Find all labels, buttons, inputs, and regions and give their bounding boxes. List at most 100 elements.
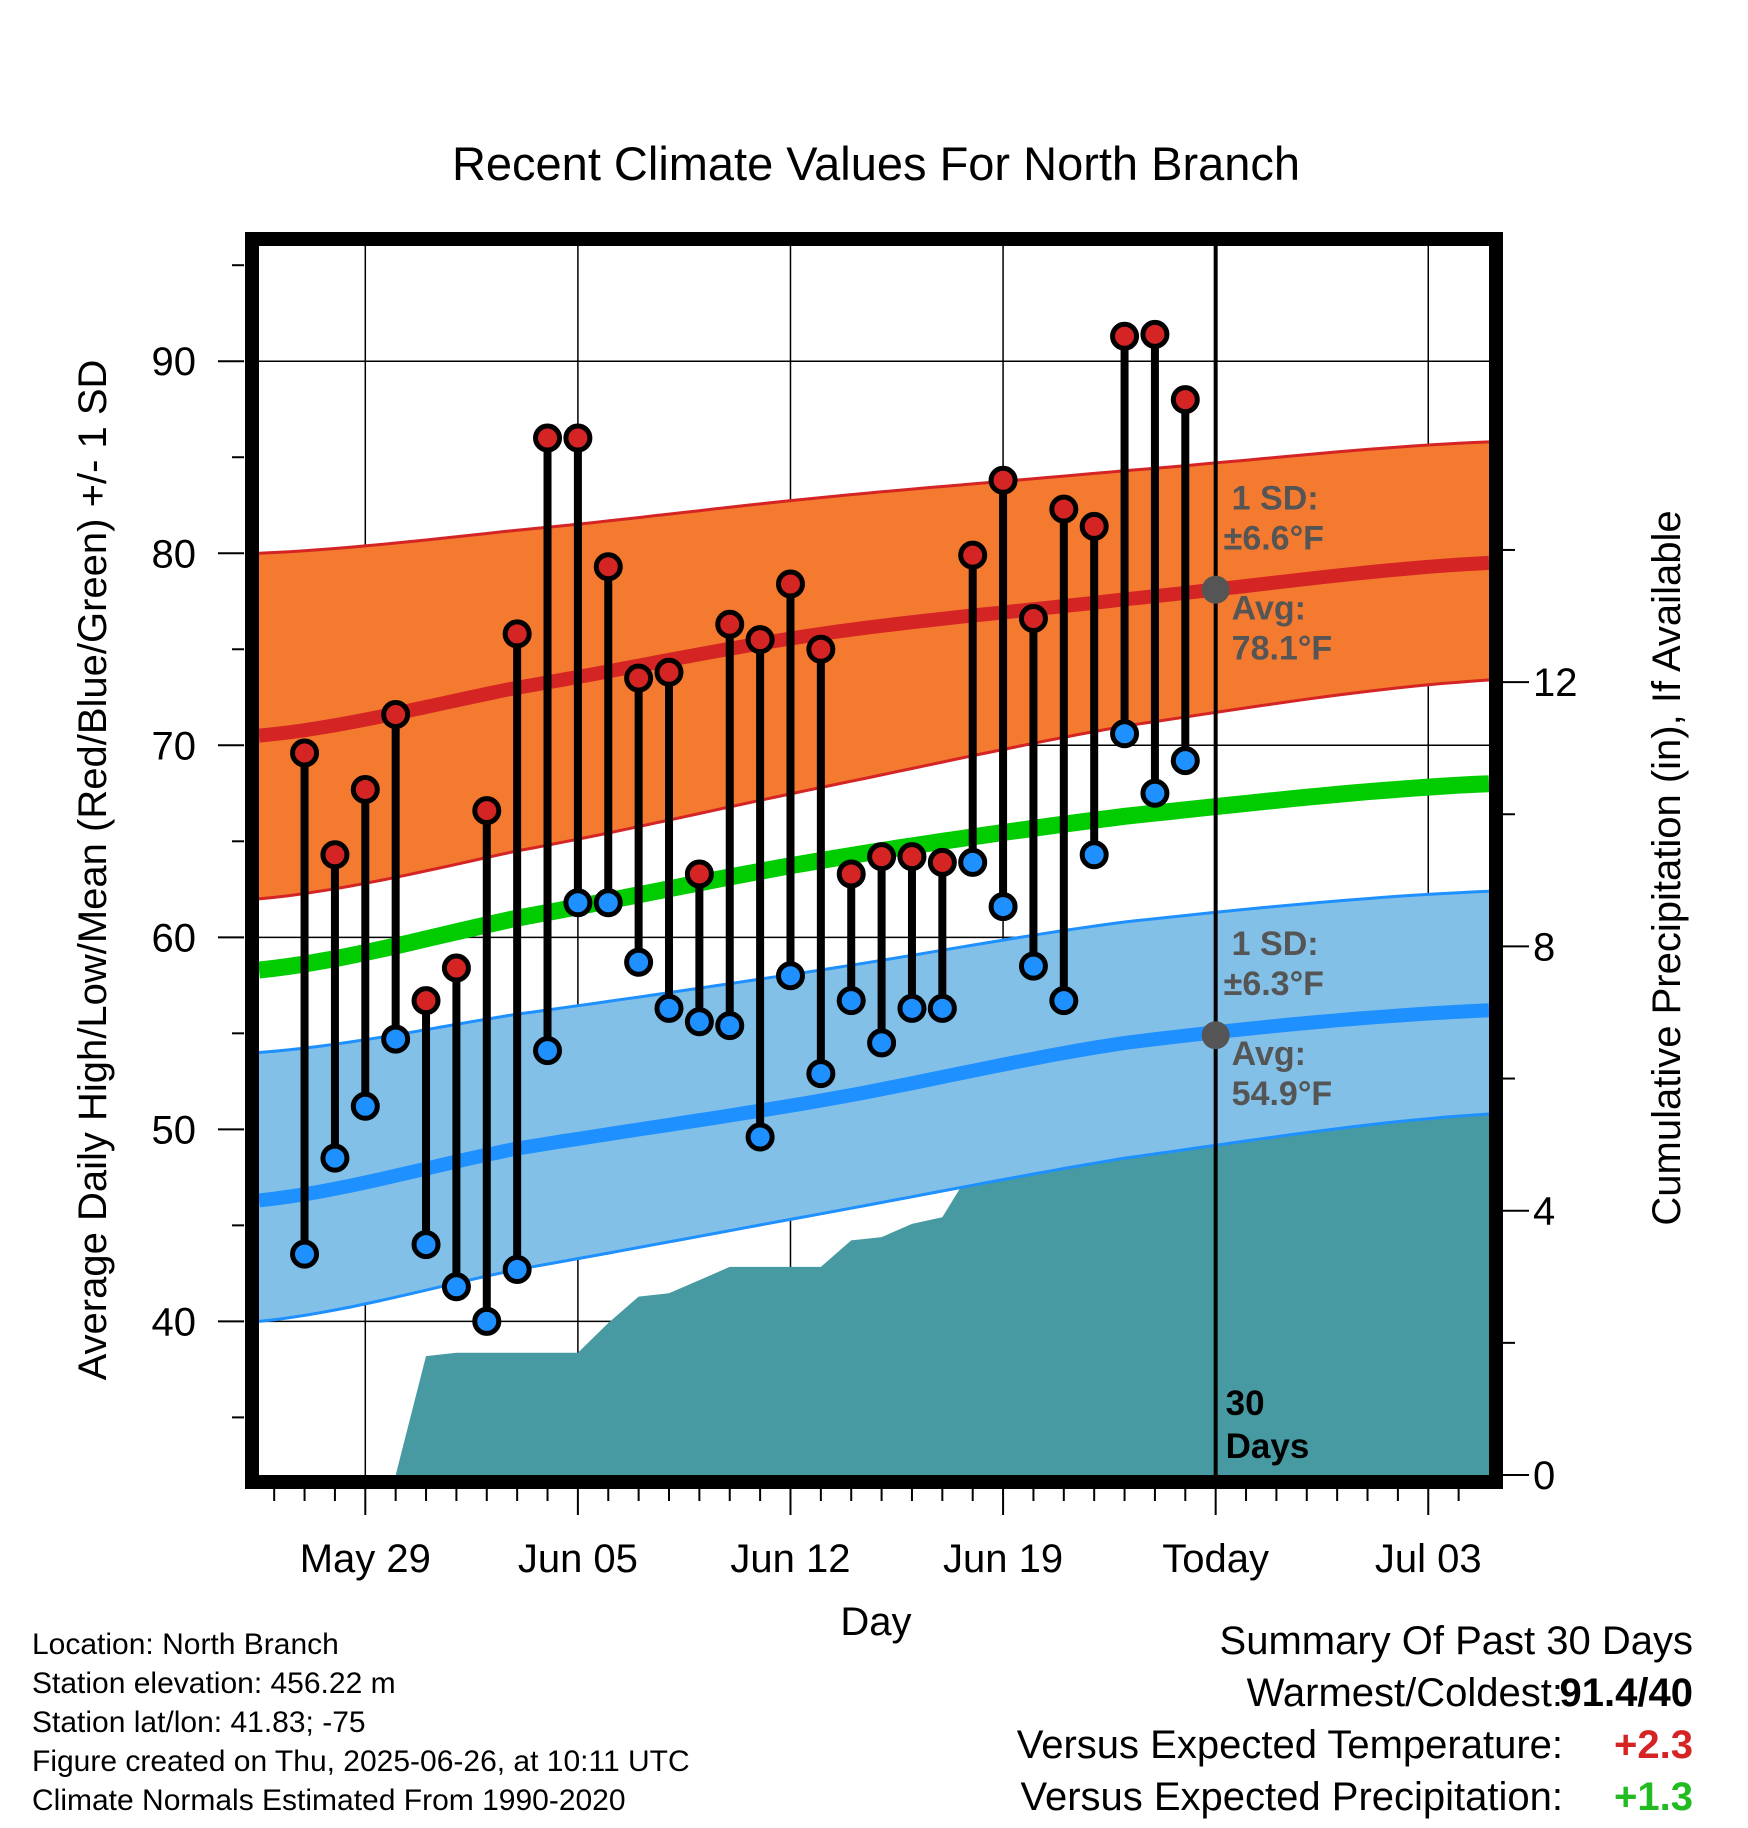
y-tick-label: 60 xyxy=(152,916,197,960)
daily-high-point xyxy=(472,796,502,826)
location-text: Location: North Branch xyxy=(32,1628,339,1661)
daily-high-point xyxy=(654,657,684,687)
daily-high-point xyxy=(1140,319,1170,349)
daily-high-point xyxy=(533,423,563,453)
daily-low-point xyxy=(867,1028,897,1058)
summary-precip-row: Versus Expected Precipitation: +1.3 xyxy=(900,1771,1693,1823)
precip-area xyxy=(304,1085,1489,1475)
daily-high-point xyxy=(350,774,380,804)
precip-value: +1.3 xyxy=(1614,1775,1693,1819)
y-tick-label: 50 xyxy=(152,1108,197,1152)
daily-low-point xyxy=(320,1143,350,1173)
daily-high-point xyxy=(441,953,471,983)
x-tick-label: Jun 05 xyxy=(518,1537,638,1581)
daily-low-point xyxy=(745,1122,775,1152)
x-tick-label: Jun 19 xyxy=(943,1537,1063,1581)
daily-high-point xyxy=(775,569,805,599)
daily-high-point xyxy=(502,619,532,649)
normals-text: Climate Normals Estimated From 1990-2020 xyxy=(32,1784,626,1817)
x-tick-label: May 29 xyxy=(300,1537,431,1581)
daily-high-point xyxy=(897,842,927,872)
summary-warmest-row: Warmest/Coldest: 91.4/40 xyxy=(900,1667,1693,1719)
daily-high-point xyxy=(927,847,957,877)
y2-tick-label: 8 xyxy=(1533,925,1555,969)
low-avg-label: Avg: xyxy=(1232,1035,1306,1073)
high-sd-lower-line xyxy=(259,678,1489,901)
daily-low-point xyxy=(411,1230,441,1260)
daily-low-point xyxy=(1170,746,1200,776)
daily-high-point xyxy=(1170,385,1200,415)
low-sd-value: ±6.3°F xyxy=(1224,965,1324,1003)
daily-high-point xyxy=(624,663,654,693)
daily-low-point xyxy=(1110,719,1140,749)
today-days-label-2: Days xyxy=(1226,1427,1310,1466)
daily-high-point xyxy=(563,423,593,453)
daily-high-point xyxy=(836,859,866,889)
daily-low-point xyxy=(715,1011,745,1041)
daily-low-point xyxy=(1079,840,1109,870)
daily-low-point xyxy=(472,1306,502,1336)
daily-low-point xyxy=(988,892,1018,922)
daily-high-point xyxy=(806,634,836,664)
y-tick-label: 40 xyxy=(152,1300,197,1344)
daily-high-point xyxy=(1018,604,1048,634)
daily-low-point xyxy=(775,961,805,991)
daily-low-point xyxy=(563,888,593,918)
daily-low-point xyxy=(806,1059,836,1089)
created-text: Figure created on Thu, 2025-06-26, at 10… xyxy=(32,1745,690,1778)
daily-high-point xyxy=(593,552,623,582)
low-avg-value: 54.9°F xyxy=(1232,1075,1333,1113)
y2-tick-label: 4 xyxy=(1533,1190,1555,1234)
daily-high-point xyxy=(411,986,441,1016)
warmest-label: Warmest/Coldest: xyxy=(1246,1671,1563,1715)
daily-low-point xyxy=(624,947,654,977)
daily-high-point xyxy=(745,625,775,655)
daily-low-point xyxy=(350,1091,380,1121)
x-axis-label: Day xyxy=(840,1600,911,1644)
y-axis-label: Average Daily High/Low/Mean (Red/Blue/Gr… xyxy=(71,360,115,1381)
station-info: Location: North Branch Station elevation… xyxy=(32,1625,690,1820)
daily-low-point xyxy=(1140,778,1170,808)
summary-title: Summary Of Past 30 Days xyxy=(1219,1619,1693,1663)
y-tick-label: 80 xyxy=(152,532,197,576)
daily-low-point xyxy=(381,1024,411,1054)
y2-axis-label: Cumulative Precipitation (in), If Availa… xyxy=(1645,510,1689,1225)
daily-high-point xyxy=(684,859,714,889)
low-sd-band xyxy=(259,891,1489,1322)
daily-high-point xyxy=(381,700,411,730)
daily-low-point xyxy=(533,1036,563,1066)
daily-low-point xyxy=(836,986,866,1016)
daily-high-point xyxy=(988,465,1018,495)
low-sd-upper-line xyxy=(259,889,1489,1054)
plot-frame xyxy=(245,232,1503,1489)
daily-high-point xyxy=(867,842,897,872)
y-tick-label: 70 xyxy=(152,724,197,768)
daily-high-point xyxy=(1110,321,1140,351)
daily-high-point xyxy=(715,609,745,639)
elevation-text: Station elevation: 456.22 m xyxy=(32,1667,396,1700)
daily-low-point xyxy=(654,993,684,1023)
summary-panel: Summary Of Past 30 Days Warmest/Coldest:… xyxy=(900,1615,1693,1823)
x-tick-label: Jul 03 xyxy=(1375,1537,1482,1581)
warmest-value: 91.4/40 xyxy=(1559,1671,1693,1715)
daily-high-point xyxy=(1049,494,1079,524)
y2-tick-label: 12 xyxy=(1533,661,1578,705)
daily-high-point xyxy=(290,738,320,768)
today-low-avg-marker xyxy=(1201,1021,1230,1050)
low-avg-line xyxy=(259,1003,1489,1208)
chart-title: Recent Climate Values For North Branch xyxy=(452,137,1300,190)
daily-low-point xyxy=(958,847,988,877)
high-avg-value: 78.1°F xyxy=(1232,630,1333,668)
today-high-avg-marker xyxy=(1201,575,1230,604)
daily-low-point xyxy=(290,1239,320,1269)
axes: 40 50 60 70 80 90 0 4 8 12 May 29 Jun 05 Jun 12 Jun 1… xyxy=(152,232,1578,1581)
daily-low-point xyxy=(441,1272,471,1302)
x-tick-label: Today xyxy=(1162,1537,1269,1581)
daily-low-point xyxy=(502,1255,532,1285)
daily-high-point xyxy=(1079,511,1109,541)
y2-tick-label: 0 xyxy=(1533,1454,1555,1498)
temp-value: +2.3 xyxy=(1614,1723,1693,1767)
